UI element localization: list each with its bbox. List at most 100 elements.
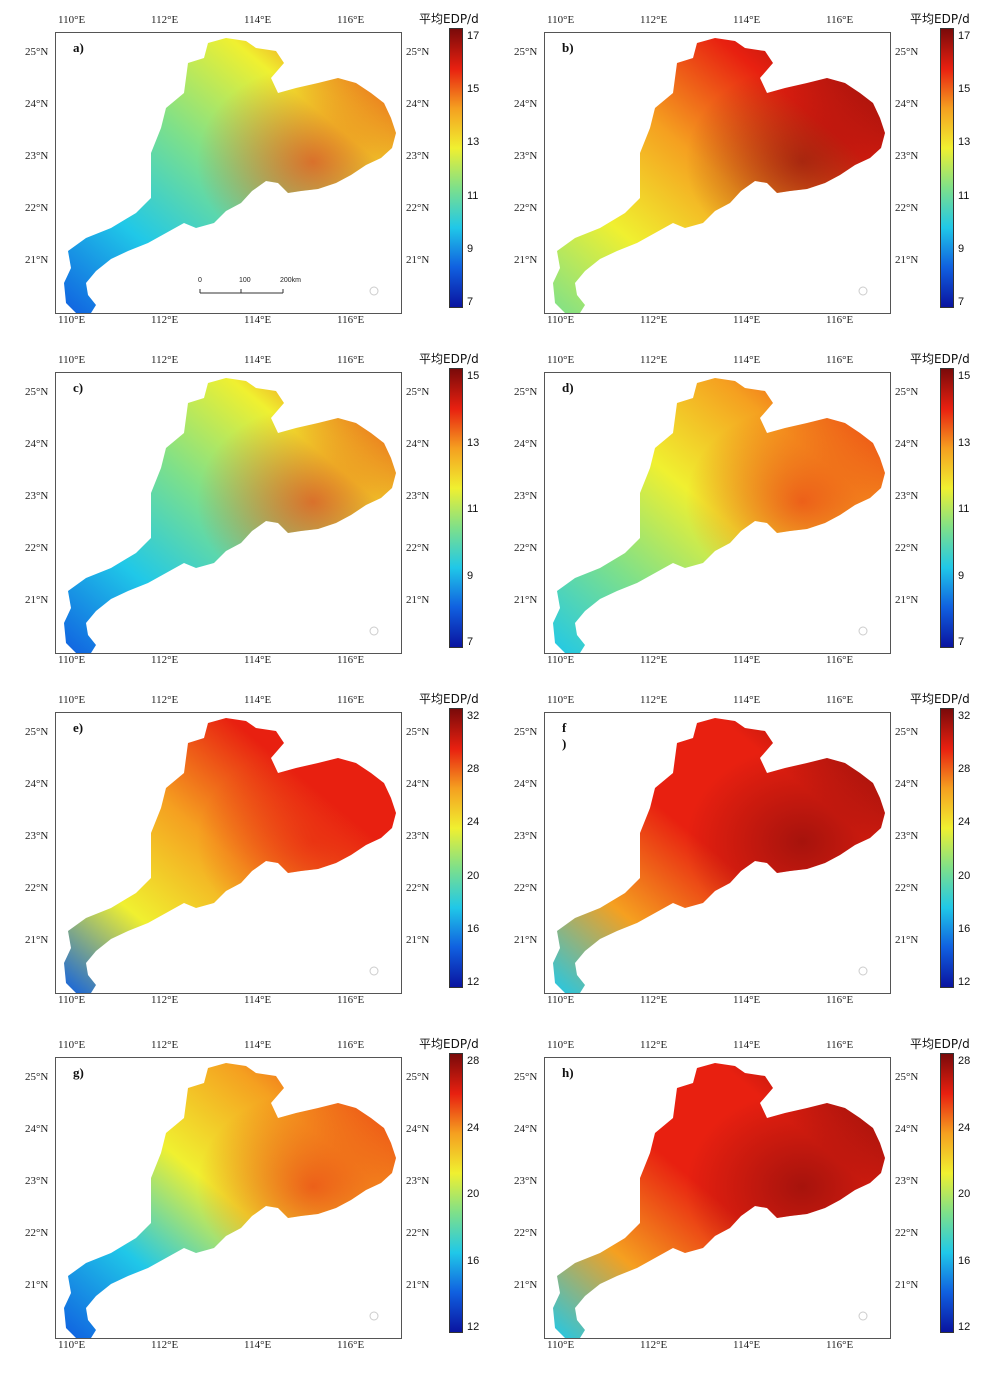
colorbar-tick: 16 [958,1254,971,1267]
lon-label-bottom: 116°E [826,314,854,326]
colorbar-title: 平均EDP/d [419,352,479,366]
lat-label-left: 22°N [514,882,538,894]
colorbar-tick: 12 [958,976,971,988]
colorbar [449,708,463,988]
lat-label-right: 21°N [895,1279,919,1291]
lat-label-left: 21°N [514,594,538,606]
lat-label-left: 22°N [25,1227,49,1239]
lat-label-left: 22°N [25,882,49,894]
hotspot-overlay [64,718,396,993]
lon-label-bottom: 110°E [58,994,86,1006]
colorbar-title: 平均EDP/d [910,352,970,366]
lon-label-top: 116°E [337,1039,365,1051]
lat-label-left: 24°N [514,438,538,450]
lat-label-left: 21°N [514,1279,538,1291]
hotspot-overlay [64,378,396,653]
north-arrow [858,966,868,976]
lon-label-top: 114°E [733,1039,761,1051]
lon-label-bottom: 116°E [337,1339,365,1351]
lon-label-bottom: 112°E [640,654,668,666]
colorbar-tick: 12 [958,1321,971,1333]
lon-label-top: 110°E [58,1039,86,1051]
colorbar-title: 平均EDP/d [419,12,479,26]
map-frame [544,1057,891,1339]
lat-label-left: 23°N [514,830,538,842]
lat-label-right: 23°N [895,1175,919,1187]
lon-label-top: 112°E [640,1039,668,1051]
colorbar-title: 平均EDP/d [910,12,970,26]
lat-label-right: 24°N [895,1123,919,1135]
lon-label-top: 116°E [826,694,854,706]
colorbar-tick: 24 [958,1121,971,1134]
lat-label-right: 21°N [895,934,919,946]
north-arrow [858,626,868,636]
colorbar-tick: 17 [467,30,480,42]
panel-label: f ) [562,720,567,751]
lon-label-bottom: 112°E [151,654,179,666]
lat-label-left: 22°N [25,542,49,554]
hotspot-overlay [553,718,885,993]
map-frame [55,712,402,994]
lat-label-right: 24°N [895,98,919,110]
lat-label-left: 23°N [514,150,538,162]
panel-label: e) [73,720,84,735]
lat-label-right: 25°N [895,386,919,398]
colorbar-tick: 7 [958,636,965,648]
lat-label-right: 23°N [895,150,919,162]
hotspot-overlay [64,38,396,313]
colorbar-tick: 28 [467,1055,480,1067]
colorbar-tick: 17 [958,30,971,42]
map-frame [55,32,402,314]
lon-label-top: 116°E [337,694,365,706]
north-arrow [858,1311,868,1321]
lon-label-bottom: 112°E [640,994,668,1006]
colorbar-title: 平均EDP/d [910,692,970,706]
lat-label-left: 22°N [514,542,538,554]
lon-label-bottom: 114°E [733,654,761,666]
lon-label-top: 114°E [244,1039,272,1051]
lat-label-right: 24°N [406,1123,430,1135]
lon-label-bottom: 114°E [244,314,272,326]
lon-label-top: 116°E [826,1039,854,1051]
lat-label-left: 21°N [514,934,538,946]
lat-label-right: 23°N [406,830,430,842]
lon-label-bottom: 110°E [547,1339,575,1351]
lat-label-right: 25°N [406,1071,430,1083]
lon-label-bottom: 112°E [640,1339,668,1351]
lon-label-bottom: 116°E [826,1339,854,1351]
colorbar [940,708,954,988]
lat-label-right: 21°N [406,1279,430,1291]
colorbar-tick: 16 [467,922,480,935]
lat-label-left: 24°N [25,1123,49,1135]
lat-label-left: 21°N [25,934,49,946]
lon-label-top: 114°E [733,14,761,26]
lat-label-left: 24°N [25,438,49,450]
colorbar-tick: 11 [958,189,970,202]
lon-label-bottom: 116°E [337,654,365,666]
colorbar-tick: 7 [958,296,965,308]
colorbar-tick: 12 [467,976,480,988]
panel-label: h) [562,1065,574,1080]
lat-label-right: 21°N [895,594,919,606]
lat-label-right: 22°N [895,542,919,554]
colorbar-tick: 13 [958,436,971,449]
lat-label-right: 21°N [406,934,430,946]
lon-label-top: 110°E [547,694,575,706]
lat-label-right: 22°N [406,202,430,214]
colorbar-tick: 28 [467,763,480,776]
colorbar-tick: 32 [958,710,971,722]
lon-label-bottom: 110°E [58,1339,86,1351]
lat-label-right: 25°N [895,1071,919,1083]
lat-label-right: 24°N [406,778,430,790]
north-arrow [369,1311,379,1321]
colorbar-tick: 20 [958,1188,971,1200]
lon-label-bottom: 112°E [151,1339,179,1351]
lon-label-top: 114°E [733,354,761,366]
lon-label-bottom: 116°E [337,994,365,1006]
lat-label-right: 25°N [406,386,430,398]
lat-label-left: 25°N [514,726,538,738]
lat-label-left: 24°N [514,1123,538,1135]
colorbar-tick: 24 [467,1121,480,1134]
lat-label-right: 25°N [406,46,430,58]
lat-label-right: 24°N [895,778,919,790]
